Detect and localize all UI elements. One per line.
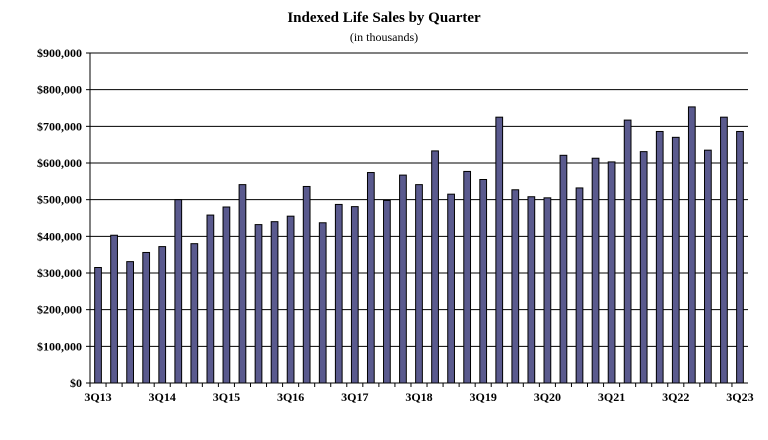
chart-subtitle: (in thousands) xyxy=(349,30,419,44)
bar-1Q14 xyxy=(126,261,134,384)
bar-4Q16 xyxy=(302,185,311,384)
bar-1Q17 xyxy=(318,222,327,384)
bar-3Q23 xyxy=(736,130,744,384)
bar-4Q22 xyxy=(687,106,696,384)
bar-2Q19 xyxy=(463,170,472,384)
bar-2Q21 xyxy=(591,157,600,384)
bar-3Q14 xyxy=(158,246,167,384)
bar-3Q17 xyxy=(350,206,359,384)
y-tick-label: $300,000 xyxy=(37,266,82,280)
bar-2Q14 xyxy=(142,251,151,384)
bar-1Q18 xyxy=(383,199,391,384)
bar-3Q19 xyxy=(479,179,488,384)
bar-2Q15 xyxy=(206,214,215,384)
bar-1Q20 xyxy=(511,189,520,384)
y-tick-label: $400,000 xyxy=(37,229,82,243)
bar-3Q20 xyxy=(543,197,552,384)
x-tick-label: 3Q22 xyxy=(662,390,689,404)
x-tick-label: 3Q15 xyxy=(213,390,240,404)
bar-1Q19 xyxy=(447,193,455,384)
bar-4Q19 xyxy=(495,116,504,384)
bar-2Q20 xyxy=(527,196,536,384)
bar-4Q13 xyxy=(110,234,118,384)
bar-3Q22 xyxy=(671,136,680,384)
x-tick-label: 3Q20 xyxy=(534,390,561,404)
y-tick-label: $100,000 xyxy=(37,339,82,353)
bar-2Q16 xyxy=(270,221,279,384)
x-tick-label: 3Q16 xyxy=(277,390,304,404)
bar-4Q14 xyxy=(174,199,183,384)
x-tick-label: 3Q23 xyxy=(726,390,753,404)
bar-2Q22 xyxy=(655,130,664,384)
bar-4Q17 xyxy=(366,172,375,384)
y-tick-label: $0 xyxy=(70,376,82,390)
bar-2Q23 xyxy=(720,116,728,384)
y-tick-label: $900,000 xyxy=(37,46,82,60)
y-tick-label: $500,000 xyxy=(37,193,82,207)
bar-3Q16 xyxy=(286,215,295,384)
y-tick-label: $600,000 xyxy=(37,156,82,170)
bar-3Q18 xyxy=(415,184,423,384)
bar-1Q16 xyxy=(254,224,263,384)
y-tick-label: $200,000 xyxy=(37,303,82,317)
bar-4Q20 xyxy=(559,154,568,384)
x-tick-label: 3Q13 xyxy=(84,390,111,404)
bar-2Q17 xyxy=(334,203,343,384)
bar-1Q15 xyxy=(190,243,199,384)
bar-1Q23 xyxy=(704,149,712,384)
bar-3Q21 xyxy=(607,161,616,384)
bar-1Q21 xyxy=(575,187,584,384)
y-tick-label: $800,000 xyxy=(37,83,82,97)
x-tick-label: 3Q21 xyxy=(598,390,625,404)
bar-4Q21 xyxy=(623,119,632,384)
bar-3Q15 xyxy=(222,206,231,384)
chart-title: Indexed Life Sales by Quarter xyxy=(287,10,481,26)
bar-2Q18 xyxy=(399,174,407,384)
bar-4Q15 xyxy=(238,184,247,384)
x-tick-label: 3Q18 xyxy=(405,390,432,404)
bar-3Q13 xyxy=(94,267,102,384)
y-tick-label: $700,000 xyxy=(37,119,82,133)
x-tick-label: 3Q19 xyxy=(470,390,497,404)
bar-4Q18 xyxy=(431,150,439,384)
x-tick-label: 3Q17 xyxy=(341,390,368,404)
bar-1Q22 xyxy=(639,151,648,384)
x-tick-label: 3Q14 xyxy=(149,390,176,404)
